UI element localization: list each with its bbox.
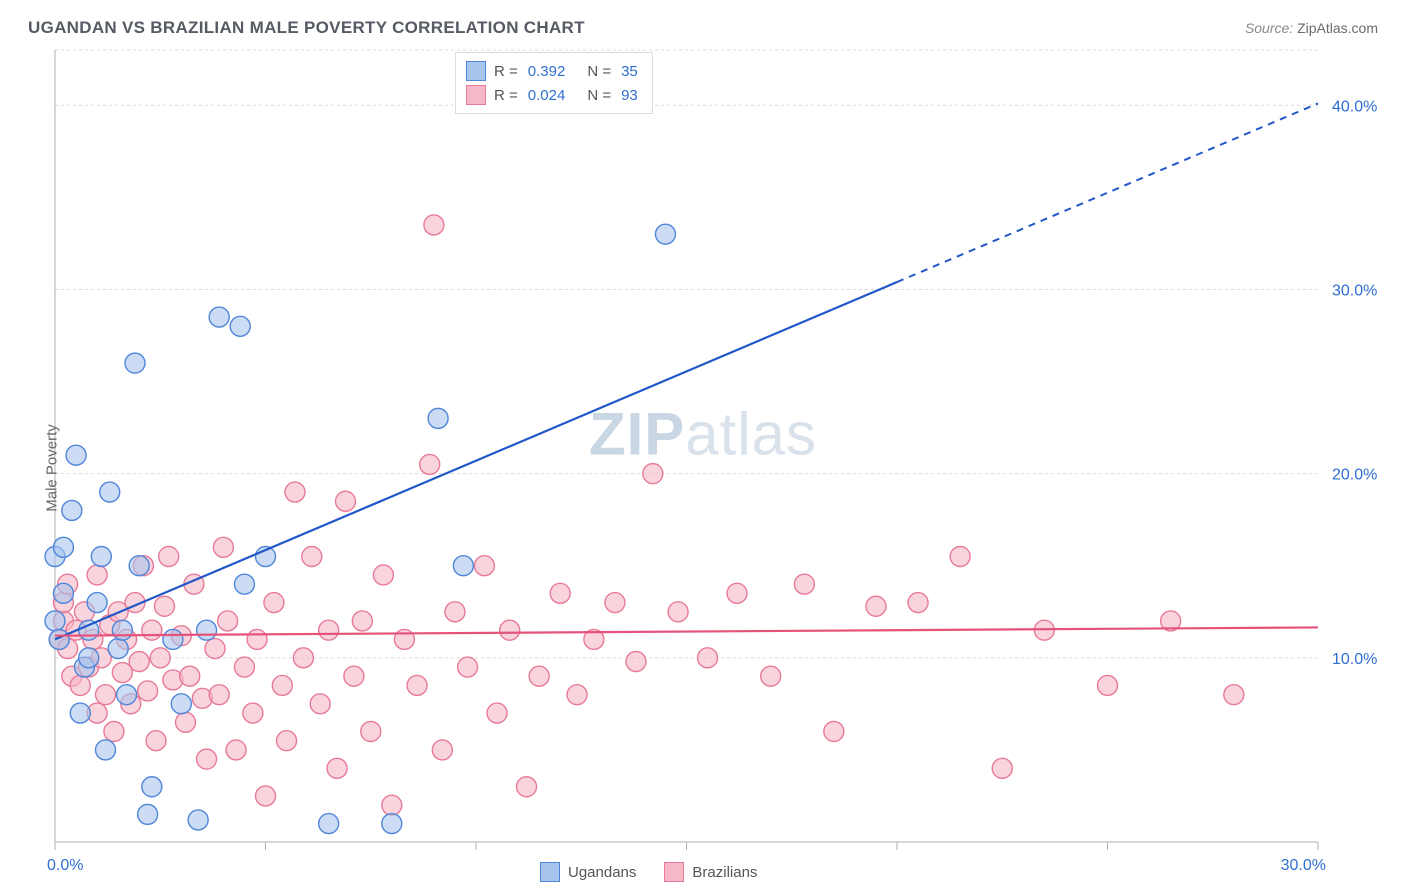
- correlation-legend: R = 0.392 N = 35 R = 0.024 N = 93: [455, 52, 653, 114]
- swatch-pink-icon: [664, 862, 684, 882]
- scatter-plot-svg: 0.0% 30.0% 10.0% 20.0% 30.0% 40.0%: [0, 48, 1406, 888]
- r-value-0: 0.392: [528, 63, 566, 80]
- legend-item-brazilians: Brazilians: [664, 862, 757, 882]
- source-label: Source:: [1245, 20, 1297, 36]
- legend-label-brazilians: Brazilians: [692, 864, 757, 881]
- r-label-0: R =: [494, 63, 518, 80]
- n-label-0: N =: [587, 63, 611, 80]
- svg-text:0.0%: 0.0%: [47, 857, 83, 874]
- swatch-blue-icon: [540, 862, 560, 882]
- chart-title: UGANDAN VS BRAZILIAN MALE POVERTY CORREL…: [28, 18, 585, 38]
- r-label-1: R =: [494, 87, 518, 104]
- legend-item-ugandans: Ugandans: [540, 862, 636, 882]
- source-credit: Source: ZipAtlas.com: [1245, 20, 1378, 36]
- y-axis-label: Male Poverty: [43, 424, 60, 512]
- n-value-1: 93: [621, 87, 638, 104]
- n-value-0: 35: [621, 63, 638, 80]
- chart-header: UGANDAN VS BRAZILIAN MALE POVERTY CORREL…: [0, 0, 1406, 48]
- r-value-1: 0.024: [528, 87, 566, 104]
- swatch-pink-icon: [466, 85, 486, 105]
- swatch-blue-icon: [466, 61, 486, 81]
- legend-row-ugandans: R = 0.392 N = 35: [466, 59, 638, 83]
- svg-text:30.0%: 30.0%: [1281, 857, 1326, 874]
- series-legend: Ugandans Brazilians: [540, 862, 757, 882]
- svg-text:20.0%: 20.0%: [1332, 467, 1377, 484]
- legend-row-brazilians: R = 0.024 N = 93: [466, 83, 638, 107]
- svg-text:10.0%: 10.0%: [1332, 651, 1377, 668]
- svg-text:40.0%: 40.0%: [1332, 98, 1377, 115]
- n-label-1: N =: [587, 87, 611, 104]
- source-value: ZipAtlas.com: [1297, 20, 1378, 36]
- legend-label-ugandans: Ugandans: [568, 864, 636, 881]
- svg-text:30.0%: 30.0%: [1332, 282, 1377, 299]
- chart-area: Male Poverty ZIPatlas 0.0%30.0%10.0%20.0…: [0, 48, 1406, 888]
